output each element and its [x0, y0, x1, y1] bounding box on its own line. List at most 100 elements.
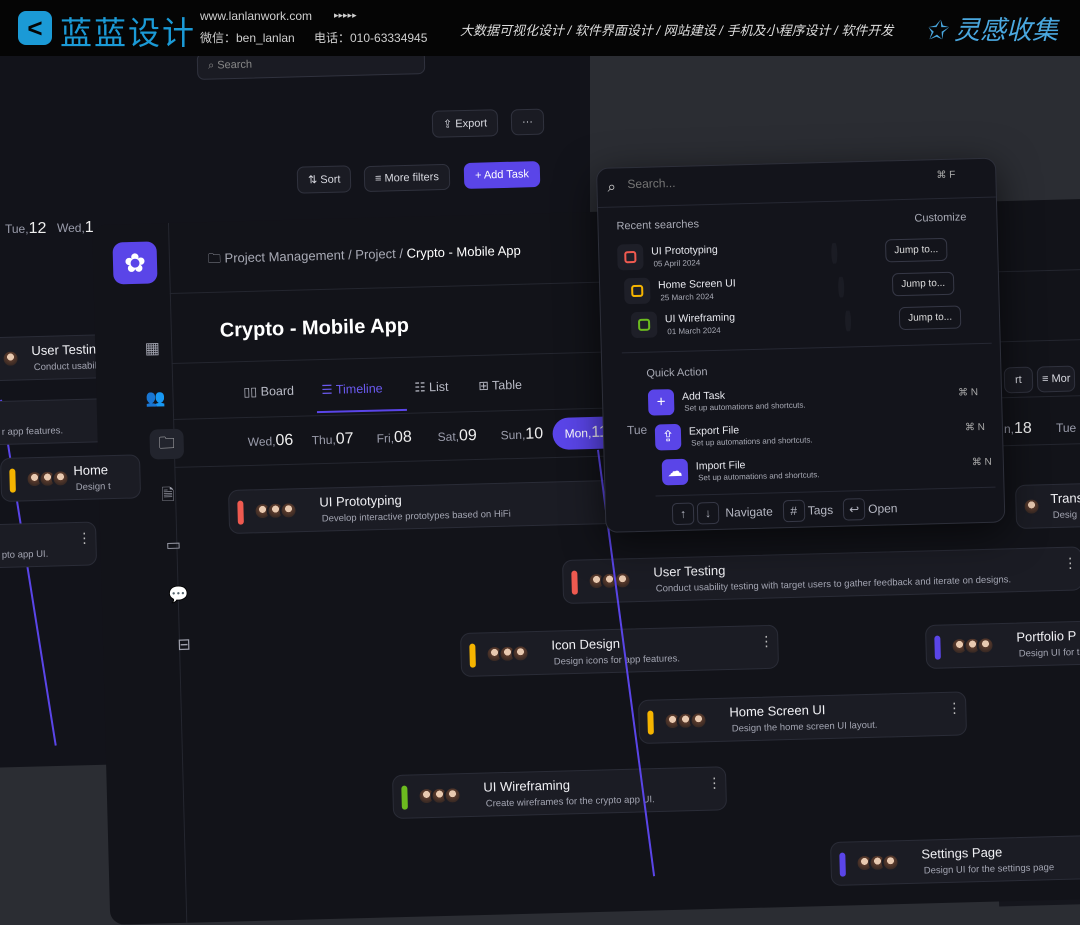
date-cell[interactable]: Sat,09 [437, 427, 478, 445]
task-icon [623, 277, 651, 305]
customize-link[interactable]: Customize [914, 211, 967, 225]
add-task-button[interactable]: + Add Task [463, 161, 541, 189]
app-logo-icon[interactable]: ✿ [112, 241, 158, 285]
folder-icon[interactable]: 🗀 [149, 428, 185, 460]
quick-action-export-file[interactable]: ⇪ Export File Set up automations and short… [654, 416, 986, 457]
inspiration-brand: ✩ 灵感收集 [925, 10, 1058, 47]
website[interactable]: www.lanlanwork.com [200, 9, 313, 23]
more-button[interactable]: ··· [510, 108, 545, 136]
breadcrumb-item[interactable]: Project Management [224, 247, 345, 266]
plus-icon: + [647, 389, 675, 416]
navigate-hint: Navigate [725, 504, 773, 520]
users-icon[interactable]: 👥 [145, 390, 166, 408]
export-button[interactable]: ⇪ Export [431, 109, 499, 138]
header-nav[interactable]: 大数据可视化设计 / 软件界面设计 / 网站建设 / 手机及小程序设计 / 软件… [460, 23, 894, 38]
date-cell[interactable]: Thu,07 [311, 430, 354, 448]
back-task-card[interactable]: Home Design t [0, 454, 142, 502]
wechat: 微信：ben_lanlan [200, 31, 295, 45]
dashboard-icon[interactable]: ▦ [144, 340, 161, 358]
recent-item[interactable]: UI Wireframing 01 March 2024 Jump to... [630, 304, 962, 345]
command-palette: ⌕ ⌘ F Recent searches Customize UI Proto… [596, 157, 1006, 533]
brand-logo-icon: < [18, 11, 52, 45]
date-cell[interactable]: Tue [626, 422, 648, 438]
filter-icon: ≡ [374, 172, 382, 185]
export-icon: ⇪ [442, 118, 453, 131]
palette-search-input[interactable] [627, 169, 918, 192]
phone: 电话：010-63334945 [314, 31, 428, 45]
hash-icon: # [782, 499, 806, 523]
tab-board[interactable]: ▯▯ Board [243, 383, 295, 400]
board-icon: ▯▯ [243, 384, 258, 400]
back-date: Wed,1 [57, 219, 94, 236]
folder-icon: 🗀 [207, 250, 222, 266]
task-icon [630, 311, 658, 339]
star-icon: ✩ [925, 15, 947, 45]
export-button-partial[interactable]: rt [1003, 366, 1034, 394]
date-cell[interactable]: Fri,08 [376, 428, 413, 447]
cloud-upload-icon: ☁ [661, 458, 689, 486]
right-date: Tue [1056, 421, 1077, 435]
more-icon: ⋮ [947, 699, 962, 716]
search-placeholder: Search [217, 58, 253, 72]
more-icon: ⋮ [759, 632, 774, 650]
search-shortcut: ⌘ F [936, 169, 956, 182]
list-icon: ☷ [414, 380, 426, 395]
task-card[interactable]: Settings Page Design UI for the settings … [830, 834, 1080, 886]
wallet-icon[interactable]: ▭ [165, 536, 182, 555]
page-title: Crypto - Mobile App [219, 314, 410, 342]
tab-list[interactable]: ☷ List [414, 379, 449, 395]
back-task-card[interactable]: pto app UI. ⋮ [0, 521, 98, 569]
tags-hint: Tags [807, 502, 834, 518]
more-filters-button[interactable]: ≡ More filters [363, 163, 451, 193]
more-icon: ⋮ [1063, 554, 1078, 571]
tab-timeline[interactable]: ☰ Timeline [321, 381, 383, 398]
task-card[interactable]: Home Screen UI Design the home screen UI … [638, 691, 968, 744]
date-cell[interactable]: Sun,10 [500, 425, 544, 443]
task-card[interactable]: UI Wireframing Create wireframes for the … [392, 766, 728, 819]
brand-name: 蓝蓝设计 [60, 15, 197, 51]
arrows: ▸▸▸▸▸ [334, 10, 357, 20]
right-date: n,18 [1004, 420, 1032, 437]
quick-action-import-file[interactable]: ☁ Import File Set up automations and short… [661, 451, 993, 492]
arrow-up-icon: ↑ [671, 502, 695, 526]
sort-label: Sort [320, 173, 341, 187]
timeline-icon: ☰ [321, 382, 333, 398]
task-card[interactable]: Portfolio P Design UI for t [925, 619, 1080, 669]
upload-icon: ⇪ [654, 423, 682, 451]
return-icon: ↩ [842, 498, 866, 521]
recent-searches-label: Recent searches [616, 218, 700, 233]
arrow-down-icon: ↓ [696, 501, 720, 525]
task-card[interactable]: Icon Design Design icons for app features… [460, 624, 780, 677]
breadcrumb-item[interactable]: Project [355, 246, 396, 263]
more-filters-partial[interactable]: ≡ Mor [1036, 365, 1076, 393]
breadcrumb-current: Crypto - Mobile App [406, 242, 521, 261]
jump-to-button[interactable]: Jump to... [885, 237, 948, 263]
task-icon [617, 243, 644, 271]
sort-button[interactable]: ⇅ Sort [296, 165, 352, 194]
tab-table[interactable]: ⊞ Table [478, 377, 523, 393]
quick-action-label: Quick Action [646, 366, 708, 380]
back-date: Tue,12 [5, 220, 47, 237]
document-icon[interactable]: 🗎 [161, 486, 175, 505]
export-label: Export [455, 117, 488, 131]
jump-to-button[interactable]: Jump to... [891, 271, 955, 297]
table-icon: ⊞ [478, 378, 490, 393]
date-cell[interactable]: Wed,06 [247, 431, 294, 450]
archive-icon[interactable]: ⊟ [177, 636, 191, 654]
palette-footer: ↑ ↓ Navigate # Tags ↩ Open [671, 497, 898, 526]
assignees [253, 501, 298, 521]
open-hint: Open [867, 501, 898, 516]
sort-icon: ⇅ [307, 174, 318, 187]
jump-to-button[interactable]: Jump to... [898, 305, 962, 331]
more-filters-label: More filters [384, 171, 440, 185]
inspiration-text: 灵感收集 [954, 15, 1059, 45]
add-task-label: Add Task [483, 168, 530, 182]
search-icon: ⌕ [607, 178, 617, 196]
site-header: < 蓝蓝设计 www.lanlanwork.com ▸▸▸▸▸ 微信：ben_l… [0, 0, 1080, 56]
task-card[interactable]: Trans Desig [1015, 482, 1080, 529]
chat-icon[interactable]: 💬 [168, 586, 189, 605]
breadcrumb: 🗀 Project Management / Project / Crypto … [207, 242, 521, 266]
more-icon: ⋮ [707, 774, 722, 791]
quick-action-add-task[interactable]: + Add Task Set up automations and shortcut… [647, 381, 979, 422]
task-color [237, 500, 244, 525]
